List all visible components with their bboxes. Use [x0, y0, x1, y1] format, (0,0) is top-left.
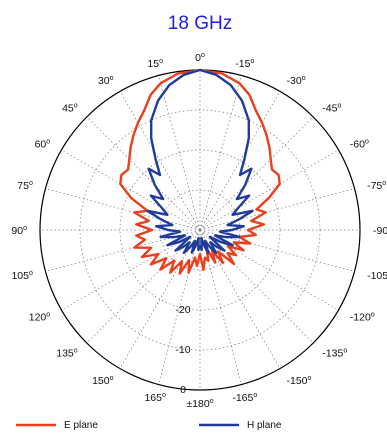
grid-spoke: [199, 229, 242, 385]
angle-tick-label: -120o: [350, 312, 375, 324]
grid-spoke: [86, 116, 201, 231]
angle-labels: 0o-15o-30o-45o-60o-75o-90o-105o-120o-135…: [11, 52, 387, 410]
radial-tick-label: -20: [175, 304, 190, 316]
grid-spoke: [199, 188, 355, 231]
angle-tick-label: -45o: [322, 103, 341, 115]
grid-spoke: [199, 229, 281, 369]
angle-tick-label: ±180o: [186, 398, 213, 410]
grid-spoke: [45, 188, 201, 231]
angle-tick-label: 0o: [195, 52, 205, 64]
series-line-h-plane: [146, 68, 254, 255]
legend-label-h-plane: H plane: [247, 420, 282, 431]
angle-tick-label: -105o: [367, 270, 387, 282]
angle-tick-label: -75o: [367, 180, 386, 192]
degree-symbol: o: [29, 180, 33, 187]
polar-grid: [39, 69, 361, 391]
series-line-e-plane: [119, 68, 281, 275]
degree-symbol: o: [29, 270, 33, 277]
degree-symbol: o: [343, 347, 347, 354]
degree-symbol: o: [371, 312, 375, 319]
angle-tick-label: -135o: [322, 347, 347, 359]
degree-symbol: o: [74, 347, 78, 354]
legend-label-e-plane: E plane: [64, 420, 98, 431]
degree-symbol: o: [23, 225, 27, 232]
degree-symbol: o: [302, 75, 306, 82]
degree-symbol: o: [250, 58, 254, 65]
legend: E plane H plane: [16, 420, 282, 431]
angle-tick-label: 90o: [11, 225, 27, 237]
degree-symbol: o: [159, 58, 163, 65]
grid-spoke: [199, 149, 339, 231]
angle-tick-label: 45o: [62, 103, 78, 115]
radial-tick-label: 0: [180, 384, 186, 396]
angle-tick-label: -165o: [232, 392, 257, 404]
grid-spoke: [119, 91, 201, 231]
radial-tick-label: -10: [175, 344, 190, 356]
degree-symbol: o: [210, 398, 214, 405]
grid-spoke: [61, 149, 201, 231]
angle-tick-label: -150o: [287, 375, 312, 387]
angle-tick-label: 75o: [17, 180, 33, 192]
grid-spoke: [199, 116, 314, 231]
degree-symbol: o: [110, 75, 114, 82]
grid-spoke: [158, 229, 201, 385]
series-layer: [119, 68, 281, 275]
degree-symbol: o: [162, 392, 166, 399]
degree-symbol: o: [110, 375, 114, 382]
angle-tick-label: 60o: [35, 139, 51, 151]
angle-tick-label: -90o: [373, 225, 387, 237]
degree-symbol: o: [253, 392, 257, 399]
degree-symbol: o: [74, 103, 78, 110]
grid-spoke: [199, 75, 242, 231]
grid-spoke: [45, 229, 201, 272]
angle-tick-label: 135o: [56, 347, 78, 359]
degree-symbol: o: [365, 139, 369, 146]
grid-spoke: [158, 75, 201, 231]
angle-tick-label: -60o: [350, 139, 369, 151]
grid-spoke: [199, 91, 281, 231]
degree-symbol: o: [308, 375, 312, 382]
grid-spoke: [199, 229, 314, 344]
angle-tick-label: 150o: [92, 375, 114, 387]
chart-title: 18 GHz: [168, 13, 232, 34]
angle-tick-label: 165o: [144, 392, 166, 404]
grid-spoke: [199, 229, 355, 272]
grid-spoke: [61, 229, 201, 311]
degree-symbol: o: [46, 312, 50, 319]
angle-tick-label: 120o: [29, 312, 51, 324]
degree-symbol: o: [46, 139, 50, 146]
grid-spoke: [119, 229, 201, 369]
grid-spoke: [199, 229, 339, 311]
angle-tick-label: -15o: [235, 58, 254, 70]
degree-symbol: o: [382, 180, 386, 187]
angle-tick-label: 15o: [147, 58, 163, 70]
degree-symbol: o: [337, 103, 341, 110]
angle-tick-label: -30o: [287, 75, 306, 87]
grid-spoke: [86, 229, 201, 344]
radial-labels: -20 -10 0: [175, 304, 190, 396]
angle-tick-label: 105o: [11, 270, 33, 282]
angle-tick-label: 30o: [98, 75, 114, 87]
degree-symbol: o: [201, 52, 205, 59]
